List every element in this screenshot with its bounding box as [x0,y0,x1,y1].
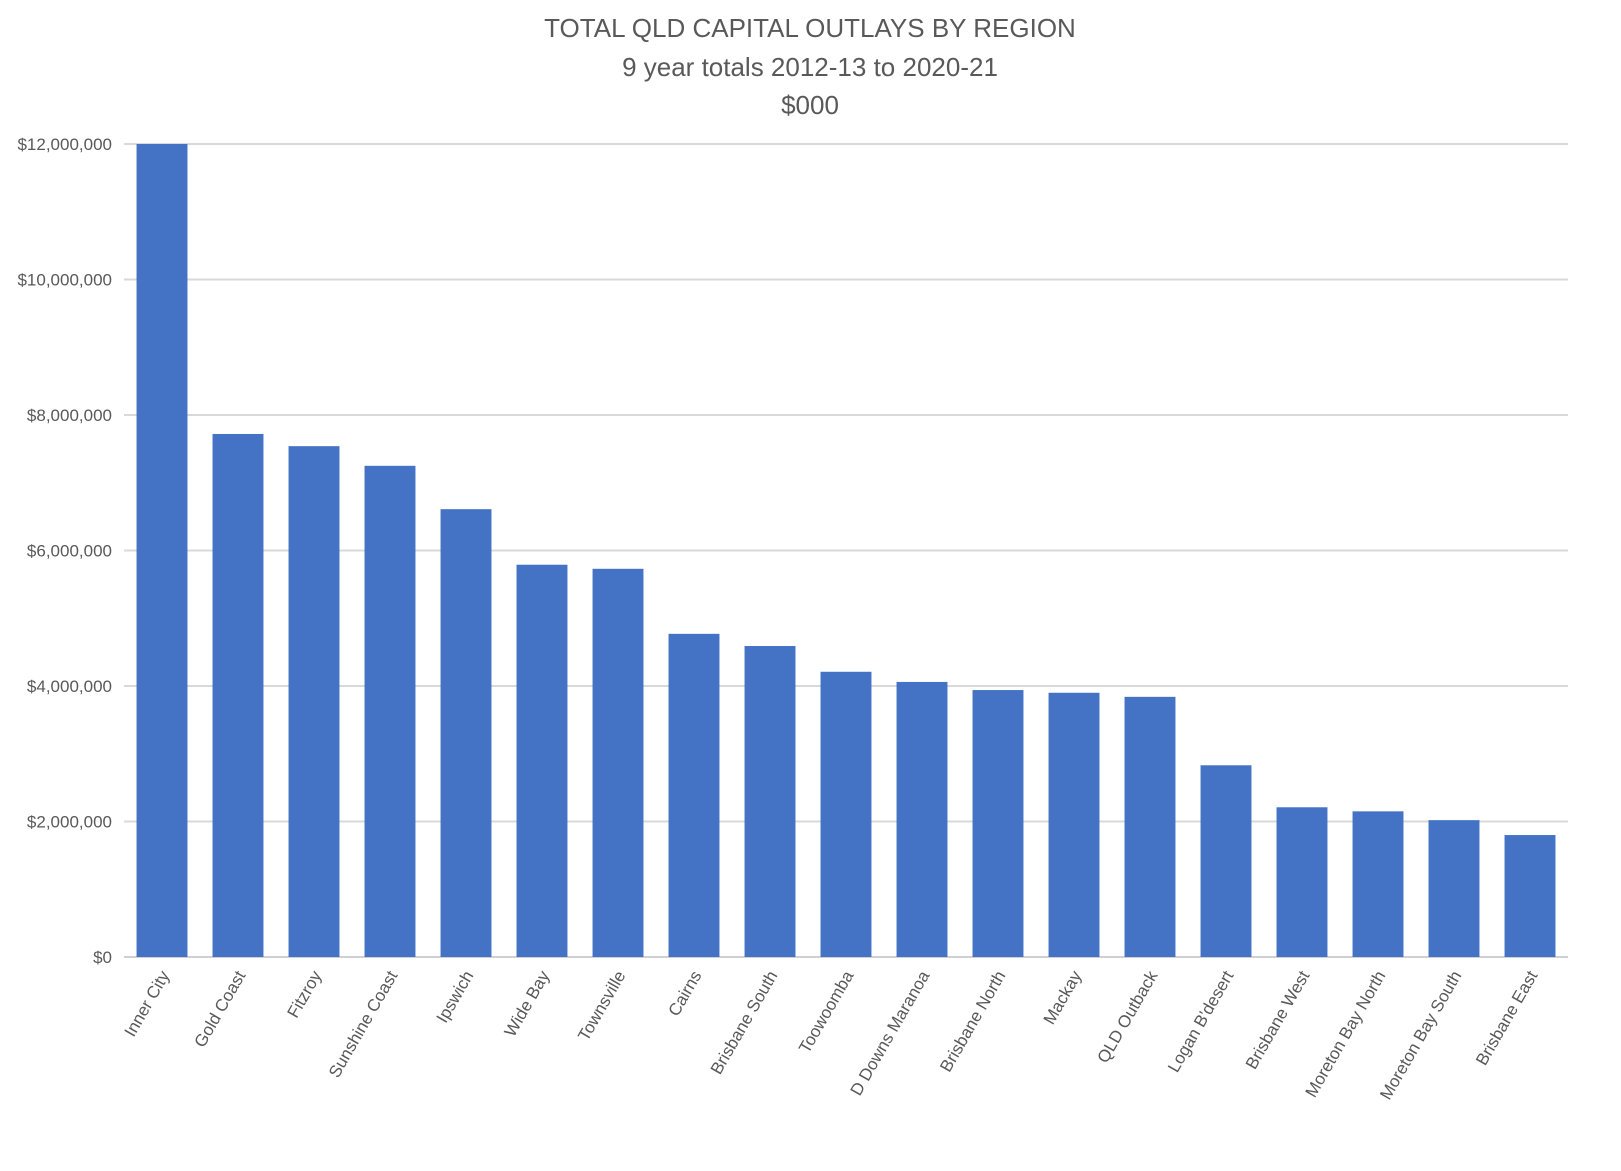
chart-title: TOTAL QLD CAPITAL OUTLAYS BY REGION [544,13,1076,43]
bar [1124,696,1176,957]
x-tick-label: Logan B'desert [1164,967,1238,1075]
x-tick-label: Toowoomba [795,967,858,1056]
bar [972,690,1024,957]
x-tick-label: Gold Coast [190,967,249,1050]
x-tick-label: Sunshine Coast [325,967,402,1081]
bar [440,509,492,957]
x-tick-label: Townsville [574,968,629,1045]
x-tick-label: Brisbane East [1472,967,1542,1068]
bar [1200,765,1252,957]
x-tick-label: Ipswich [433,968,478,1027]
bar [592,568,644,957]
x-tick-label: Mackay [1040,967,1086,1028]
x-tick-label: QLD Outback [1094,967,1162,1066]
y-tick-label: $10,000,000 [17,271,112,290]
chart-units: $000 [781,90,839,120]
bar [1048,692,1100,957]
chart-subtitle: 9 year totals 2012-13 to 2020-21 [622,52,998,82]
y-tick-label: $0 [93,948,112,967]
x-tick-label: Brisbane South [707,968,782,1078]
y-tick-label: $2,000,000 [27,813,112,832]
bar [136,144,188,957]
bar [364,465,416,957]
bar [516,564,568,957]
x-tick-label: Inner City [121,967,174,1040]
bar [1504,835,1556,957]
bar [288,446,340,957]
y-tick-label: $6,000,000 [27,542,112,561]
y-tick-label: $4,000,000 [27,677,112,696]
y-tick-label: $12,000,000 [17,135,112,154]
x-tick-label: Moreton Bay North [1302,968,1390,1101]
bar [668,633,720,957]
y-tick-label: $8,000,000 [27,406,112,425]
bar [212,433,264,958]
x-tick-label: Moreton Bay South [1376,968,1465,1104]
x-tick-label: Wide Bay [501,967,554,1040]
bar [896,681,948,957]
x-tick-label: D Downs Maranoa [847,967,934,1099]
bar [820,671,872,957]
x-tick-label: Cairns [664,968,705,1020]
bar [1276,807,1328,957]
x-tick-label: Brisbane North [936,968,1009,1076]
bar [744,646,796,957]
x-tick-label: Fitzroy [284,967,326,1021]
x-tick-label: Brisbane West [1242,967,1314,1072]
bar [1428,820,1480,957]
bar [1352,811,1404,957]
